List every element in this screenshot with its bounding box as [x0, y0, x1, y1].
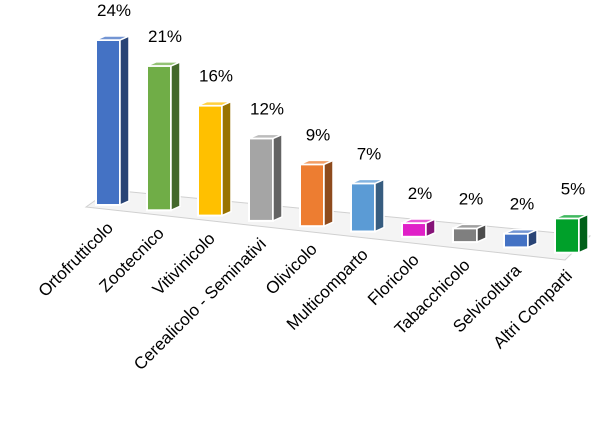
bar-top	[248, 133, 283, 140]
value-label-6: 2%	[408, 184, 433, 203]
bar-top	[146, 61, 181, 67]
bar-3	[248, 133, 283, 223]
bar-front	[95, 39, 121, 206]
bar-top	[452, 223, 487, 230]
bar-9	[554, 213, 589, 254]
value-labels-group: 24% 21% 16% 12% 9% 7% 2% 2% 2% 5%	[97, 1, 585, 214]
bar-front	[554, 217, 580, 254]
value-label-7: 2%	[459, 189, 484, 208]
bar-side	[119, 34, 130, 207]
bar-top	[401, 218, 436, 224]
bar-top	[503, 228, 538, 235]
value-label-9: 5%	[561, 179, 586, 198]
value-label-1: 21%	[148, 27, 182, 46]
bar-front	[350, 182, 376, 233]
bar-front	[401, 222, 427, 238]
bar-8	[503, 228, 538, 249]
bar-top	[299, 159, 334, 166]
bar-side	[272, 133, 283, 223]
category-label-6: Floricolo	[364, 250, 423, 309]
value-label-0: 24%	[97, 1, 131, 20]
bar-4	[299, 159, 334, 228]
bar-front	[197, 104, 223, 217]
bar-top	[350, 178, 385, 185]
bar-front	[503, 232, 529, 249]
bar-side	[221, 100, 232, 217]
bars-group	[95, 34, 589, 254]
bar-1	[146, 60, 181, 212]
bar-6	[401, 217, 436, 238]
bar-front	[299, 163, 325, 228]
bar-5	[350, 178, 385, 233]
bar-2	[197, 100, 232, 217]
bar-side	[323, 159, 334, 228]
bar-front	[146, 64, 172, 212]
bar-side	[170, 60, 181, 212]
bar-side	[578, 213, 589, 254]
category-label-4: Olivicolo	[262, 240, 321, 299]
bar-front	[452, 227, 478, 244]
value-label-8: 2%	[510, 195, 535, 214]
bar-top	[95, 35, 130, 41]
bar-front	[248, 137, 274, 222]
bar-7	[452, 223, 487, 244]
bar-top	[554, 213, 589, 220]
value-label-5: 7%	[357, 144, 382, 163]
bar-side	[374, 178, 385, 233]
value-label-2: 16%	[199, 67, 233, 86]
value-label-3: 12%	[250, 99, 284, 118]
bar-0	[95, 34, 130, 207]
bar-top	[197, 100, 232, 107]
value-label-4: 9%	[306, 125, 331, 144]
